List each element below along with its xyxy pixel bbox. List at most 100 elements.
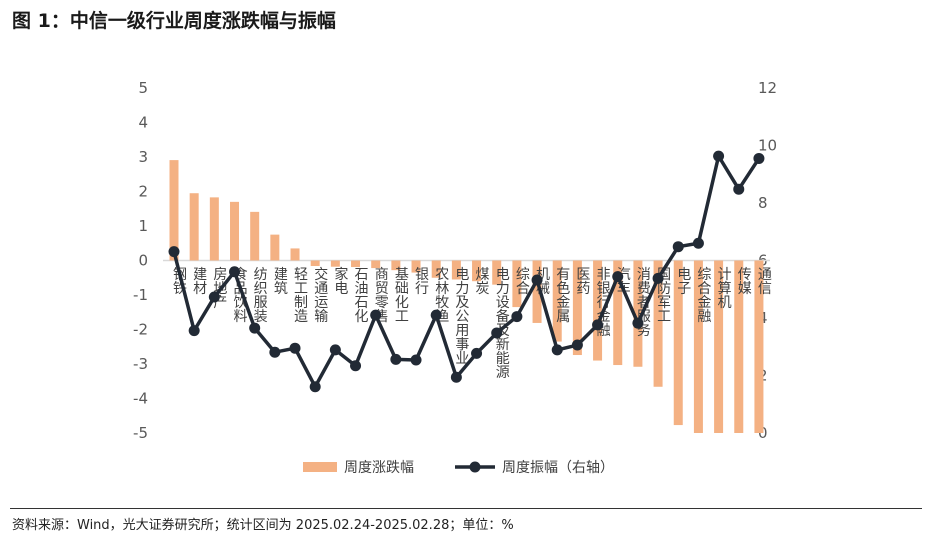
left-tick-label: 3 bbox=[138, 148, 148, 166]
amplitude-point bbox=[229, 266, 241, 278]
bar bbox=[431, 260, 441, 278]
bar bbox=[189, 193, 199, 261]
bar bbox=[673, 260, 683, 426]
category-label: 农林牧渔 bbox=[433, 267, 449, 323]
left-tick-label: 0 bbox=[138, 252, 148, 270]
amplitude-point bbox=[531, 274, 543, 286]
bar bbox=[653, 260, 663, 387]
amplitude-point bbox=[410, 354, 422, 366]
left-tick-label: -5 bbox=[133, 424, 148, 442]
bar bbox=[754, 260, 764, 433]
bar bbox=[270, 234, 280, 261]
amplitude-point bbox=[511, 311, 523, 323]
amplitude-point bbox=[652, 272, 664, 284]
bar bbox=[250, 211, 260, 261]
amplitude-point bbox=[471, 347, 483, 359]
bar bbox=[613, 260, 623, 366]
bar bbox=[714, 260, 724, 433]
amplitude-point bbox=[350, 360, 362, 372]
category-label: 纺织服装 bbox=[252, 267, 268, 323]
category-label: 银行 bbox=[413, 267, 429, 296]
amplitude-point bbox=[733, 183, 745, 195]
bar bbox=[512, 260, 522, 308]
legend-line-marker bbox=[469, 461, 481, 473]
amplitude-point bbox=[208, 291, 220, 303]
left-tick-label: 5 bbox=[138, 79, 148, 97]
amplitude-point bbox=[450, 371, 462, 383]
category-label: 传媒 bbox=[736, 267, 752, 295]
left-tick-label: 2 bbox=[138, 183, 148, 201]
amplitude-point bbox=[249, 322, 261, 334]
category-label: 综合金融 bbox=[695, 267, 711, 323]
category-label: 电力设备及新能源 bbox=[494, 267, 510, 379]
left-tick-label: 4 bbox=[138, 114, 148, 132]
amplitude-point bbox=[491, 327, 503, 339]
amplitude-point bbox=[551, 344, 563, 356]
bar bbox=[734, 260, 744, 433]
bar bbox=[351, 260, 361, 268]
bar bbox=[169, 160, 179, 261]
bar bbox=[633, 260, 643, 367]
category-label: 基础化工 bbox=[393, 266, 409, 323]
amplitude-point bbox=[390, 353, 402, 365]
category-label: 医药 bbox=[574, 267, 590, 295]
bar bbox=[532, 260, 542, 323]
category-label: 有色金属 bbox=[554, 267, 570, 323]
bar bbox=[330, 260, 340, 267]
bar bbox=[552, 260, 562, 342]
source-note: 资料来源：Wind，光大证券研究所；统计区间为 2025.02.24-2025.… bbox=[12, 518, 514, 533]
category-label: 电力及公用事业 bbox=[453, 267, 469, 365]
amplitude-point bbox=[753, 152, 765, 164]
amplitude-point bbox=[370, 309, 382, 321]
amplitude-point bbox=[329, 344, 341, 356]
bar bbox=[492, 260, 502, 285]
bar bbox=[451, 260, 461, 280]
amplitude-point bbox=[309, 381, 321, 393]
category-label: 计算机 bbox=[716, 267, 732, 310]
category-label: 建筑 bbox=[272, 267, 288, 296]
right-tick-label: 10 bbox=[758, 137, 777, 155]
bar bbox=[472, 260, 482, 282]
category-label: 商贸零售 bbox=[373, 267, 389, 323]
left-tick-label: 1 bbox=[138, 217, 148, 235]
bar bbox=[209, 197, 219, 261]
bar bbox=[290, 248, 300, 261]
legend-line-label: 周度振幅（右轴） bbox=[502, 460, 614, 476]
left-tick-label: -2 bbox=[133, 321, 148, 339]
amplitude-point bbox=[672, 241, 684, 253]
left-tick-label: -4 bbox=[133, 390, 148, 408]
figure-title: 图 1：中信一级行业周度涨跌幅与振幅 bbox=[12, 10, 336, 32]
category-label: 食品饮料 bbox=[232, 266, 248, 323]
legend-bar-label: 周度涨跌幅 bbox=[344, 460, 414, 476]
category-label: 轻工制造 bbox=[292, 267, 308, 324]
category-label: 电子 bbox=[675, 267, 691, 295]
category-label: 通信 bbox=[756, 267, 772, 295]
amplitude-point bbox=[289, 342, 301, 354]
category-label: 交通运输 bbox=[312, 266, 328, 323]
bar bbox=[310, 260, 320, 267]
amplitude-point bbox=[168, 246, 180, 258]
left-tick-label: -1 bbox=[133, 286, 148, 304]
amplitude-point bbox=[713, 150, 725, 162]
category-label: 煤炭 bbox=[474, 267, 490, 295]
category-label: 建材 bbox=[191, 267, 207, 295]
amplitude-point bbox=[692, 237, 704, 249]
bar bbox=[572, 260, 582, 356]
amplitude-point bbox=[612, 271, 624, 283]
category-label: 综合 bbox=[514, 267, 530, 295]
right-tick-label: 8 bbox=[758, 194, 768, 212]
divider bbox=[10, 508, 922, 509]
bar bbox=[693, 260, 703, 433]
bar bbox=[230, 201, 240, 261]
category-label: 家电 bbox=[332, 266, 348, 295]
bar bbox=[593, 260, 603, 361]
amplitude-point bbox=[430, 309, 442, 321]
bar bbox=[371, 260, 381, 269]
category-label: 石油石化 bbox=[353, 267, 369, 324]
right-tick-label: 12 bbox=[758, 79, 777, 97]
amplitude-point bbox=[592, 319, 604, 331]
amplitude-point bbox=[188, 325, 200, 337]
bar bbox=[391, 260, 401, 271]
